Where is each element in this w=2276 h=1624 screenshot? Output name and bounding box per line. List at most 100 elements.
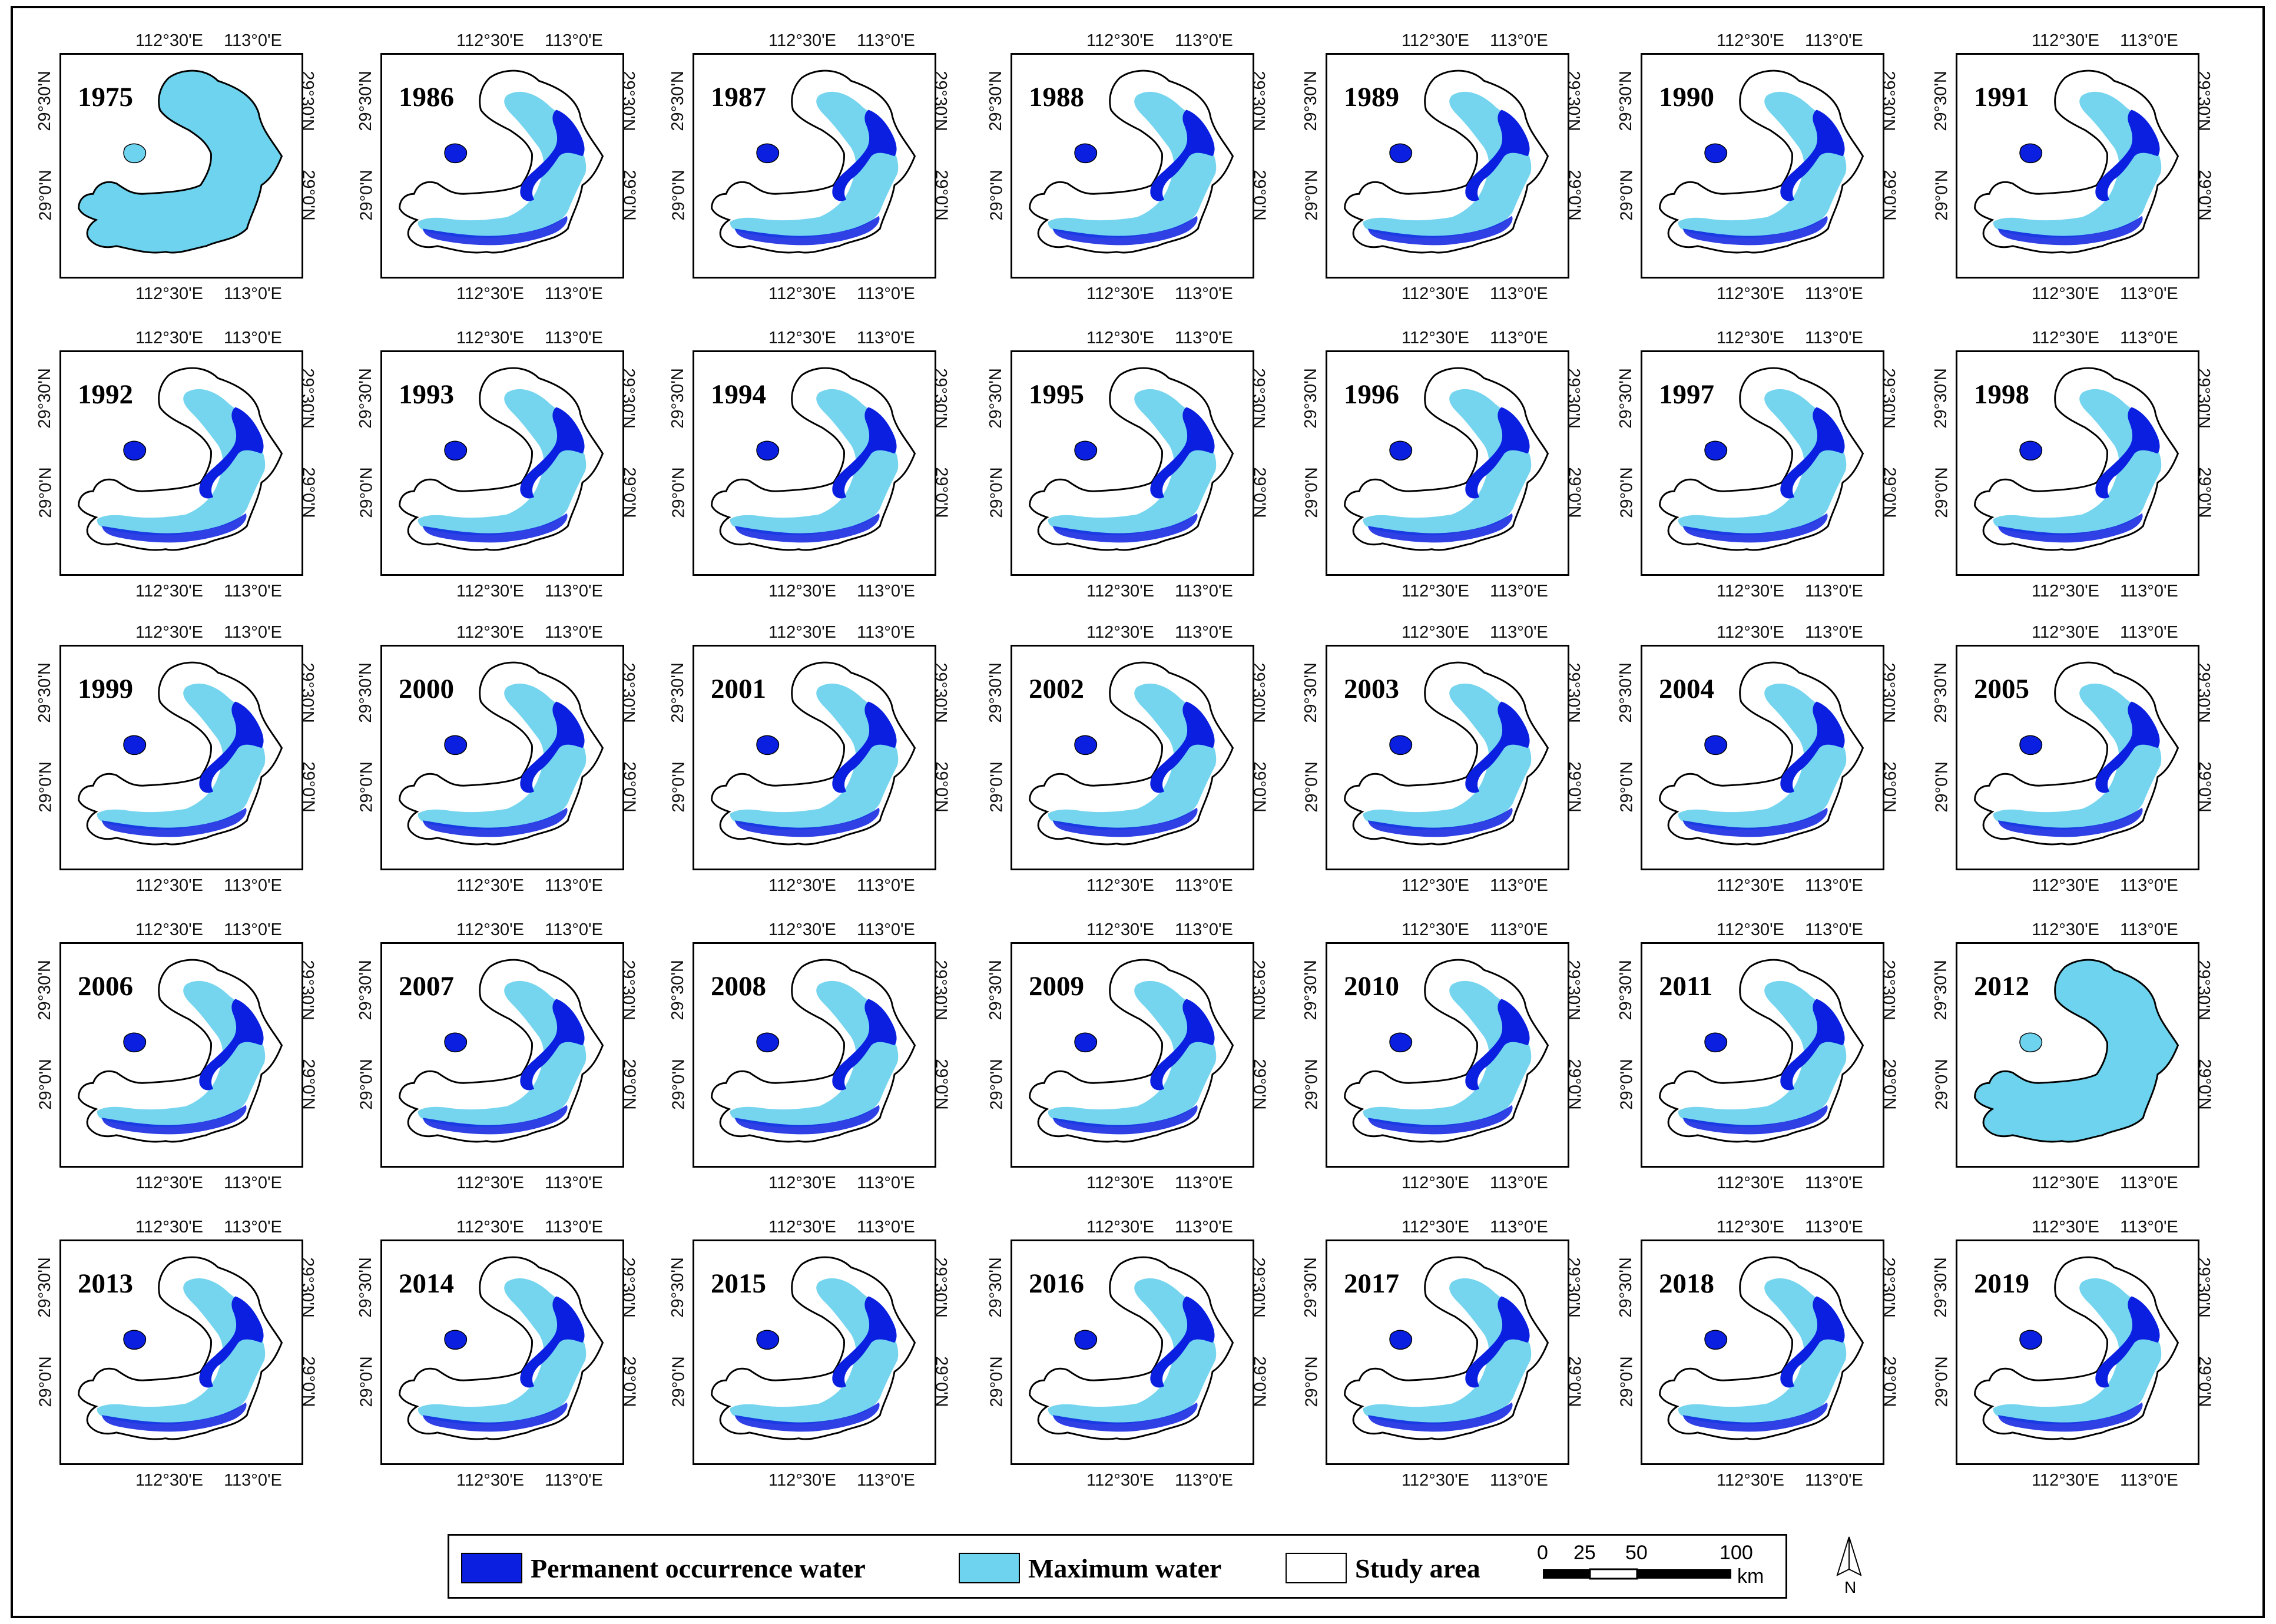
lon-label-top-right: 113°0'E: [224, 31, 282, 50]
lon-label-bottom-right: 113°0'E: [545, 1174, 603, 1192]
maximum-water-shape: [1363, 683, 1532, 830]
lon-label-bottom-left: 112°30'E: [456, 876, 524, 895]
lon-label-top-left: 112°30'E: [1086, 1218, 1154, 1237]
year-label: 1998: [1974, 379, 2029, 410]
map-frame: 1986: [380, 53, 624, 279]
map-frame: 2013: [59, 1239, 303, 1465]
lat-label-right-bottom: 29°0'N: [932, 761, 951, 813]
lon-label-top-right: 113°0'E: [224, 920, 282, 939]
lon-label-bottom-left: 112°30'E: [456, 1471, 524, 1490]
lon-label-bottom-left: 112°30'E: [135, 1471, 203, 1490]
lon-label-top-right: 113°0'E: [857, 329, 915, 347]
year-label: 1988: [1029, 82, 1084, 112]
year-label: 2013: [78, 1268, 133, 1299]
permanent-water-south-shape: [1997, 807, 2143, 837]
maximum-water-shape: [730, 389, 899, 535]
lat-label-left-bottom: 29°0'N: [669, 467, 688, 518]
lon-label-top-right: 113°0'E: [1805, 329, 1863, 347]
year-label: 2003: [1344, 674, 1399, 704]
maximum-water-shape: [1993, 91, 2162, 238]
lat-label-right-top: 29°30'N: [2194, 71, 2213, 131]
lon-label-bottom-left: 112°30'E: [1717, 876, 1784, 895]
map-panel-2018: 2018 112°30'E 113°0'E 112°30'E 113°0'E 29°30'…: [1590, 1195, 1909, 1495]
year-label: 2012: [1974, 971, 2029, 1002]
west-lake-shape: [1074, 143, 1098, 163]
scale-tick-50: 50: [1625, 1542, 1648, 1564]
year-label: 2001: [711, 674, 766, 704]
lat-label-right-top: 29°30'N: [618, 662, 638, 723]
lon-label-top-right: 113°0'E: [2120, 1218, 2178, 1237]
lat-label-right-bottom: 29°0'N: [1880, 761, 1899, 813]
permanent-water-shape: [520, 110, 585, 201]
lon-label-top-left: 112°30'E: [1086, 920, 1154, 939]
lon-label-bottom-right: 113°0'E: [1175, 582, 1233, 601]
maximum-water-shape: [1048, 980, 1217, 1127]
lat-label-right-bottom: 29°0'N: [1565, 467, 1584, 518]
lon-label-top-left: 112°30'E: [456, 623, 524, 642]
scale-bar-graphic: [1543, 1568, 1731, 1580]
year-label: 2007: [399, 971, 454, 1002]
permanent-water-shape: [2095, 1296, 2160, 1388]
lon-label-top-left: 112°30'E: [1717, 31, 1784, 50]
lon-label-top-right: 113°0'E: [545, 31, 603, 50]
map-frame: 2005: [1956, 645, 2199, 870]
maximum-water-swatch: [959, 1553, 1020, 1583]
map-frame: 2009: [1011, 942, 1254, 1168]
lon-label-bottom-right: 113°0'E: [1805, 1471, 1863, 1490]
map-frame: 2003: [1326, 645, 1569, 870]
lat-label-left-top: 29°30'N: [1301, 368, 1320, 429]
lon-label-bottom-left: 112°30'E: [456, 284, 524, 303]
permanent-water-south-shape: [1997, 1402, 2143, 1432]
year-label: 1996: [1344, 379, 1399, 410]
lon-label-bottom-right: 113°0'E: [2120, 284, 2178, 303]
lat-label-right-bottom: 29°0'N: [2195, 761, 2214, 813]
maximum-water-shape: [1993, 389, 2162, 535]
permanent-water-south-shape: [734, 1105, 880, 1135]
lon-label-top-right: 113°0'E: [2120, 920, 2178, 939]
permanent-water-shape: [1780, 407, 1845, 499]
lat-label-right-bottom: 29°0'N: [932, 170, 951, 221]
map-panel-1975: 1975 112°30'E 113°0'E 112°30'E 113°0'E 29°30'…: [9, 9, 328, 309]
lon-label-bottom-left: 112°30'E: [2032, 1471, 2099, 1490]
lon-label-top-right: 113°0'E: [545, 1218, 603, 1237]
permanent-water-south-shape: [101, 513, 247, 543]
lat-label-left-top: 29°30'N: [668, 960, 687, 1020]
maximum-water-shape: [418, 1278, 587, 1424]
map-panel-2008: 2008 112°30'E 113°0'E 112°30'E 113°0'E 29°30'…: [642, 898, 961, 1198]
lon-label-top-right: 113°0'E: [1175, 623, 1233, 642]
map-panel-1995: 1995 112°30'E 113°0'E 112°30'E 113°0'E 29°30'…: [960, 306, 1279, 606]
lon-label-top-right: 113°0'E: [1175, 31, 1233, 50]
permanent-water-shape: [832, 999, 897, 1091]
lat-label-right-bottom: 29°0'N: [1880, 1356, 1899, 1407]
lat-label-right-top: 29°30'N: [618, 71, 638, 131]
maximum-water-shape: [1048, 1278, 1217, 1424]
year-label: 2004: [1659, 674, 1714, 704]
lat-label-right-bottom: 29°0'N: [619, 467, 639, 518]
lon-label-top-left: 112°30'E: [456, 1218, 524, 1237]
permanent-water-south-shape: [101, 1402, 247, 1432]
year-label: 1995: [1029, 379, 1084, 410]
lat-label-left-top: 29°30'N: [35, 1257, 54, 1318]
lat-label-right-top: 29°30'N: [930, 1257, 950, 1318]
lat-label-right-top: 29°30'N: [297, 1257, 317, 1318]
lat-label-right-bottom: 29°0'N: [1880, 1059, 1899, 1110]
map-frame: 1996: [1326, 350, 1569, 576]
lat-label-left-top: 29°30'N: [1301, 71, 1320, 131]
map-panel-2003: 2003 112°30'E 113°0'E 112°30'E 113°0'E 29°30'…: [1275, 601, 1594, 900]
lat-label-left-bottom: 29°0'N: [987, 761, 1006, 813]
permanent-water-shape: [1780, 701, 1845, 793]
permanent-water-south-shape: [734, 513, 880, 543]
legend-item-maximum: Maximum water: [959, 1550, 1221, 1586]
lat-label-left-bottom: 29°0'N: [357, 1059, 376, 1110]
maximum-water-shape: [730, 91, 899, 238]
lat-label-left-bottom: 29°0'N: [987, 467, 1006, 518]
west-lake-shape: [1074, 735, 1098, 755]
lat-label-left-bottom: 29°0'N: [669, 1356, 688, 1407]
permanent-water-south-shape: [1367, 1105, 1513, 1135]
map-panel-1997: 1997 112°30'E 113°0'E 112°30'E 113°0'E 29°30'…: [1590, 306, 1909, 606]
lon-label-bottom-left: 112°30'E: [768, 1174, 836, 1192]
map-panel-1986: 1986 112°30'E 113°0'E 112°30'E 113°0'E 29°30'…: [330, 9, 649, 309]
lat-label-left-bottom: 29°0'N: [1302, 170, 1321, 221]
map-panel-2017: 2017 112°30'E 113°0'E 112°30'E 113°0'E 29°30'…: [1275, 1195, 1594, 1495]
